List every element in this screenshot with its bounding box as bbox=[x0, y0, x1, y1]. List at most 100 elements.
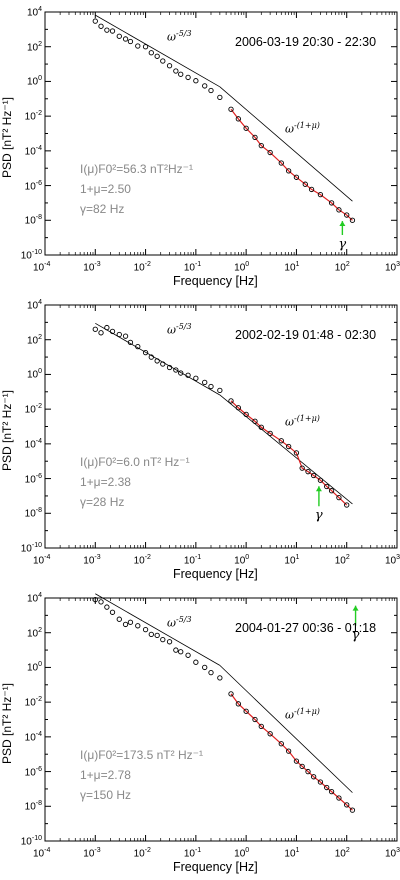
x-tick-label: 10-1 bbox=[183, 847, 202, 860]
x-tick-label: 103 bbox=[385, 554, 400, 567]
y-tick-label: 104 bbox=[26, 6, 42, 19]
data-point bbox=[104, 27, 110, 33]
date-label: 2006-03-19 20:30 - 22:30 bbox=[235, 35, 377, 49]
data-point bbox=[154, 358, 160, 364]
y-tick-label: 100 bbox=[26, 368, 42, 381]
data-point bbox=[104, 324, 110, 331]
data-point bbox=[336, 494, 342, 501]
plot-svg bbox=[44, 304, 398, 549]
kolmogorov-line bbox=[95, 14, 221, 88]
y-axis-label: PSD [nT² Hz⁻¹] bbox=[0, 96, 14, 178]
data-point bbox=[127, 38, 134, 45]
y-tick-label: 10-8 bbox=[24, 214, 42, 227]
data-point bbox=[127, 619, 134, 625]
data-point bbox=[202, 664, 208, 671]
data-point bbox=[104, 604, 110, 610]
data-point bbox=[154, 53, 160, 59]
data-point bbox=[267, 430, 273, 437]
x-tick-label: 10-3 bbox=[83, 554, 101, 567]
y-tick-label: 104 bbox=[26, 592, 42, 605]
y-tick-label: 10-8 bbox=[24, 800, 42, 813]
fit-annotation: 1+μ=2.50 bbox=[80, 182, 131, 196]
data-point bbox=[154, 632, 160, 639]
y-tick-label: 10-10 bbox=[20, 835, 42, 848]
data-point bbox=[310, 472, 317, 479]
fit-annotation: γ=150 Hz bbox=[80, 788, 132, 802]
data-point bbox=[217, 675, 223, 681]
data-point bbox=[328, 488, 335, 494]
data-point bbox=[299, 763, 305, 769]
fit-annotation: I(μ)F0²=173.5 nT² Hz⁻¹ bbox=[80, 748, 203, 762]
data-point bbox=[193, 659, 199, 665]
data-point bbox=[116, 616, 122, 622]
x-tick-label: 100 bbox=[234, 847, 250, 860]
data-point bbox=[285, 443, 292, 450]
data-point bbox=[285, 748, 292, 754]
data-point bbox=[293, 758, 300, 764]
data-point bbox=[252, 418, 258, 424]
data-point bbox=[310, 774, 317, 780]
gamma-label: γ bbox=[314, 508, 323, 524]
data-point bbox=[278, 160, 284, 166]
data-point bbox=[193, 375, 199, 381]
panel-1: 10-4 10-3 10-2 10-1 100 101 102 103 10-10 10-8 10-… bbox=[0, 0, 400, 292]
data-point bbox=[258, 142, 264, 149]
data-point bbox=[116, 33, 122, 39]
y-tick-label: 10-10 bbox=[20, 249, 42, 262]
gamma-arrow-head bbox=[352, 605, 359, 611]
data-point bbox=[166, 364, 173, 371]
data-point bbox=[243, 411, 249, 418]
gamma-arrow-head bbox=[339, 221, 346, 227]
data-point bbox=[116, 331, 122, 338]
x-tick-label: 103 bbox=[385, 261, 400, 274]
y-tick-label: 10-4 bbox=[24, 730, 42, 744]
data-point bbox=[109, 28, 116, 34]
fit-curve bbox=[230, 108, 353, 221]
data-point bbox=[127, 339, 134, 346]
data-point bbox=[243, 125, 249, 131]
data-point bbox=[122, 36, 129, 42]
y-axis-label: PSD [nT² Hz⁻¹] bbox=[0, 389, 14, 471]
data-point bbox=[208, 383, 214, 390]
data-point bbox=[173, 68, 179, 74]
x-tick-label: 100 bbox=[234, 261, 250, 274]
data-point bbox=[217, 94, 223, 101]
data-point bbox=[185, 372, 191, 378]
data-point bbox=[293, 450, 300, 456]
data-point bbox=[258, 723, 264, 730]
data-point bbox=[252, 134, 258, 141]
y-tick-label: 10-6 bbox=[24, 179, 42, 192]
data-point bbox=[336, 795, 342, 801]
x-tick-label: 10-4 bbox=[33, 847, 51, 860]
fit-annotation: I(μ)F0²=6.0 nT² Hz⁻¹ bbox=[80, 455, 190, 469]
y-tick-label: 102 bbox=[26, 333, 42, 347]
data-point bbox=[349, 217, 356, 223]
data-point bbox=[166, 63, 173, 69]
data-point bbox=[109, 328, 116, 335]
data-point bbox=[317, 779, 324, 785]
y-tick-label: 10-8 bbox=[24, 507, 42, 520]
data-point bbox=[328, 200, 335, 206]
data-point bbox=[328, 788, 335, 795]
data-point bbox=[173, 367, 179, 373]
data-point bbox=[336, 207, 342, 213]
data-point bbox=[135, 43, 141, 49]
y-tick-label: 10-2 bbox=[24, 110, 42, 123]
data-point bbox=[135, 623, 141, 629]
data-point bbox=[142, 627, 149, 633]
x-tick-label: 102 bbox=[334, 261, 350, 274]
kinetic-line bbox=[219, 86, 353, 202]
x-tick-label: 10-2 bbox=[133, 261, 151, 274]
plot-svg bbox=[44, 11, 398, 256]
data-point bbox=[92, 18, 98, 24]
data-point bbox=[98, 599, 104, 605]
data-point bbox=[173, 647, 179, 653]
gamma-label: γ bbox=[351, 627, 360, 643]
data-point bbox=[98, 330, 104, 336]
y-tick-label: 10-4 bbox=[24, 144, 42, 158]
data-point bbox=[285, 168, 292, 174]
data-point bbox=[243, 708, 249, 714]
fit-annotation: γ=82 Hz bbox=[80, 202, 125, 216]
data-point bbox=[109, 609, 116, 615]
